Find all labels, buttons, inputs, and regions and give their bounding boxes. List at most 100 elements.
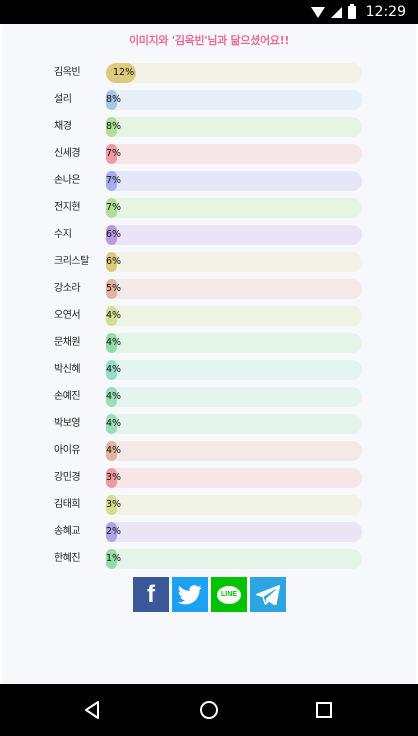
- result-bar-track: 8%: [106, 117, 362, 137]
- result-name: 강민경: [54, 472, 81, 483]
- result-name: 손나은: [54, 175, 81, 186]
- result-name: 박보영: [54, 418, 81, 429]
- result-name: 수지: [54, 229, 72, 240]
- result-name: 송혜교: [54, 526, 81, 537]
- result-row: 손나은 7%: [2, 171, 416, 198]
- result-bar-fill: [106, 171, 117, 191]
- result-bar-track: 8%: [106, 90, 362, 110]
- result-bar-fill: [106, 306, 117, 326]
- home-button[interactable]: [195, 696, 223, 724]
- result-percent: 12%: [113, 67, 135, 78]
- status-time: 12:29: [365, 4, 406, 20]
- result-bar-track: 4%: [106, 414, 362, 434]
- result-percent: 4%: [106, 418, 122, 429]
- result-percent: 5%: [106, 283, 122, 294]
- result-bar-track: 7%: [106, 144, 362, 164]
- result-percent: 7%: [106, 175, 122, 186]
- result-percent: 4%: [106, 337, 122, 348]
- home-icon: [200, 701, 218, 719]
- result-bar-fill: [106, 441, 117, 461]
- result-name: 신세경: [54, 148, 81, 159]
- facebook-share-button[interactable]: f: [133, 577, 169, 612]
- result-bar-track: 3%: [106, 468, 362, 488]
- result-row: 김옥빈 12%: [2, 63, 416, 90]
- result-percent: 3%: [106, 472, 122, 483]
- result-bar-fill: [106, 279, 117, 299]
- recents-icon: [316, 702, 332, 718]
- result-bar-track: 12%: [106, 63, 362, 83]
- result-bar-track: 1%: [106, 549, 362, 569]
- result-row: 박신혜 4%: [2, 360, 416, 387]
- result-row: 문채원 4%: [2, 333, 416, 360]
- result-row: 전지현 7%: [2, 198, 416, 225]
- result-bar-track: 7%: [106, 171, 362, 191]
- twitter-share-button[interactable]: [172, 577, 208, 612]
- result-title: 이미지와 '김옥빈'님과 닮으셨어요!!: [128, 34, 290, 47]
- result-percent: 4%: [106, 364, 122, 375]
- result-percent: 8%: [106, 94, 122, 105]
- result-bar-track: 4%: [106, 441, 362, 461]
- result-row: 채경 8%: [2, 117, 416, 144]
- result-row: 송혜교 2%: [2, 522, 416, 549]
- result-bar-track: 7%: [106, 198, 362, 218]
- result-name: 김옥빈: [54, 67, 81, 78]
- result-bar-fill: [106, 333, 117, 353]
- result-bar-fill: [106, 549, 117, 569]
- result-row: 수지 6%: [2, 225, 416, 252]
- result-bar-track: 4%: [106, 333, 362, 353]
- line-icon: LINE: [217, 585, 241, 604]
- result-bar-fill: [106, 63, 136, 83]
- result-bar-fill: [106, 198, 117, 218]
- result-row: 손예진 4%: [2, 387, 416, 414]
- result-row: 박보영 4%: [2, 414, 416, 441]
- result-name: 한혜진: [54, 553, 81, 564]
- result-percent: 7%: [106, 148, 122, 159]
- result-row: 크리스탈 6%: [2, 252, 416, 279]
- status-icons: 12:29: [310, 0, 406, 24]
- result-page: 이미지와 '김옥빈'님과 닮으셨어요!! 김옥빈 12% 설리 8% 채경 8% 신세경 7%…: [2, 24, 416, 684]
- telegram-share-button[interactable]: [250, 577, 286, 612]
- result-name: 강소라: [54, 283, 81, 294]
- line-share-button[interactable]: LINE: [211, 577, 247, 612]
- result-percent: 4%: [106, 391, 122, 402]
- result-bar-track: 5%: [106, 279, 362, 299]
- result-bar-fill: [106, 387, 117, 407]
- telegram-icon: [256, 584, 280, 605]
- result-bar-fill: [106, 252, 117, 272]
- result-percent: 3%: [106, 499, 122, 510]
- result-row: 강소라 5%: [2, 279, 416, 306]
- result-bar-track: 4%: [106, 387, 362, 407]
- result-bar-fill: [106, 414, 117, 434]
- result-row: 설리 8%: [2, 90, 416, 117]
- back-icon: [85, 701, 99, 719]
- result-name: 문채원: [54, 337, 81, 348]
- result-name: 전지현: [54, 202, 81, 213]
- result-bar-fill: [106, 117, 117, 137]
- status-bar: 12:29: [0, 0, 418, 24]
- result-name: 박신혜: [54, 364, 81, 375]
- result-bar-track: 3%: [106, 495, 362, 515]
- result-percent: 7%: [106, 202, 122, 213]
- result-bar-fill: [106, 90, 117, 110]
- result-row: 오연서 4%: [2, 306, 416, 333]
- recents-button[interactable]: [310, 696, 338, 724]
- result-bar-fill: [106, 225, 117, 245]
- result-bar-track: 4%: [106, 306, 362, 326]
- back-button[interactable]: [78, 696, 106, 724]
- android-nav-bar: [0, 684, 418, 736]
- result-bar-track: 2%: [106, 522, 362, 542]
- result-name: 아이유: [54, 445, 81, 456]
- result-name: 김태희: [54, 499, 81, 510]
- result-percent: 2%: [106, 526, 122, 537]
- result-row: 신세경 7%: [2, 144, 416, 171]
- result-percent: 6%: [106, 229, 122, 240]
- result-bar-fill: [106, 495, 117, 515]
- result-row: 강민경 3%: [2, 468, 416, 495]
- result-bar-track: 6%: [106, 252, 362, 272]
- result-bar-fill: [106, 360, 117, 380]
- result-percent: 8%: [106, 121, 122, 132]
- result-row: 김태희 3%: [2, 495, 416, 522]
- result-name: 채경: [54, 121, 72, 132]
- result-percent: 1%: [106, 553, 122, 564]
- facebook-icon: f: [147, 580, 155, 608]
